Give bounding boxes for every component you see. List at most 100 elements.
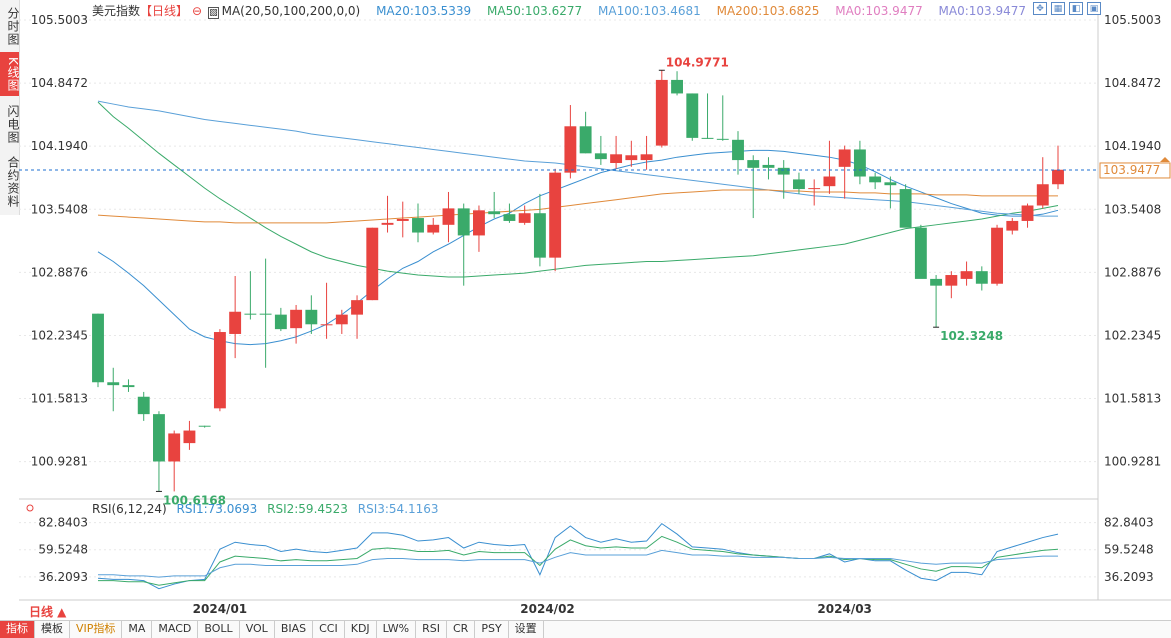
maximize-icon[interactable]: ▣ xyxy=(1087,2,1101,15)
restore-icon[interactable]: ◧ xyxy=(1069,2,1083,15)
candle-body xyxy=(351,300,363,315)
toolbar-item-4[interactable]: MACD xyxy=(152,621,199,638)
candle-body xyxy=(777,167,790,175)
candle-body xyxy=(183,430,196,444)
candle-body xyxy=(808,188,821,190)
current-price-label: 103.9477 xyxy=(1103,163,1160,177)
candle-body xyxy=(290,309,303,329)
candle-body xyxy=(549,172,562,258)
toolbar-item-11[interactable]: RSI xyxy=(416,621,447,638)
candle-body xyxy=(107,382,120,386)
rsi-tick-right: 59.5248 xyxy=(1104,543,1154,557)
candle-body xyxy=(747,160,760,168)
candle-body xyxy=(274,314,287,330)
ma-line-ma20 xyxy=(97,149,1059,346)
candle-body xyxy=(975,271,988,284)
candle-body xyxy=(442,208,455,225)
toolbar-item-12[interactable]: CR xyxy=(447,621,476,638)
candle-body xyxy=(503,214,516,221)
candle-body xyxy=(625,155,638,161)
y-tick-left: 104.1940 xyxy=(31,139,88,153)
toolbar-item-14[interactable]: 设置 xyxy=(509,621,544,638)
candle-body xyxy=(823,176,836,187)
y-tick-left: 103.5408 xyxy=(31,202,88,216)
x-tick-label: 2024/01 xyxy=(193,602,247,616)
x-tick-label: 2024/03 xyxy=(817,602,871,616)
ma200-value: MA200:103.6825 xyxy=(716,4,820,18)
rsi-line-rsi2 xyxy=(98,535,1059,586)
x-tick-label: 2024/02 xyxy=(520,602,574,616)
ma20-value: MA20:103.5339 xyxy=(376,4,472,18)
tab-flash[interactable]: 闪电图 xyxy=(6,104,20,144)
indicator-settings-icon xyxy=(26,504,34,512)
price-chart[interactable]: 105.5003 105.5003 104.8472 104.8472 104.1940… xyxy=(0,0,1171,620)
toolbar-item-7[interactable]: BIAS xyxy=(275,621,314,638)
rsi-label: RSI(6,12,24) xyxy=(92,502,167,516)
candle-body xyxy=(229,311,242,334)
rsi1-value: RSI1:73.0693 xyxy=(176,502,258,516)
toolbar-item-1[interactable]: 模板 xyxy=(35,621,70,638)
candle-body xyxy=(366,227,379,301)
instrument-name: 美元指数 xyxy=(92,4,141,18)
candle-body xyxy=(914,227,927,279)
candle-body xyxy=(518,213,531,223)
extremum-label: 102.3248 xyxy=(940,329,1003,343)
candle-body xyxy=(853,149,866,177)
toolbar-item-9[interactable]: KDJ xyxy=(345,621,377,638)
ma0a-value: MA0:103.9477 xyxy=(835,4,923,18)
candle-body xyxy=(716,138,729,140)
grid-icon[interactable]: ▦ xyxy=(1051,2,1065,15)
ma-line-ma100 xyxy=(97,100,1058,217)
candle-body xyxy=(594,153,607,160)
move-icon[interactable]: ✥ xyxy=(1033,2,1047,15)
y-tick-left: 102.8876 xyxy=(31,265,88,279)
y-tick-right: 100.9281 xyxy=(1104,455,1161,469)
toolbar-item-0[interactable]: 指标 xyxy=(0,621,35,638)
tab-kline[interactable]: K线图 xyxy=(0,52,20,96)
tab-contract-info[interactable]: 合约资料 xyxy=(6,156,20,208)
toolbar-item-13[interactable]: PSY xyxy=(475,621,509,638)
candle-body xyxy=(122,385,135,388)
y-tick-left: 100.9281 xyxy=(31,455,88,469)
y-tick-right: 102.2345 xyxy=(1104,328,1161,342)
rsi-tick-right: 82.8403 xyxy=(1104,516,1154,530)
candle-body xyxy=(1036,184,1049,206)
period-button[interactable]: 日线 ▲ xyxy=(29,605,67,619)
candle-body xyxy=(930,278,943,286)
toolbar-item-5[interactable]: BOLL xyxy=(198,621,240,638)
extremum-label: 104.9771 xyxy=(666,55,729,69)
tab-intraday[interactable]: 分时图 xyxy=(6,6,20,46)
candle-body xyxy=(153,414,165,462)
settings-icon[interactable]: ⊖ xyxy=(192,4,203,18)
candle-body xyxy=(412,218,424,233)
rsi-line-rsi1 xyxy=(97,522,1059,590)
candle-body xyxy=(381,222,394,225)
candle-body xyxy=(259,313,272,315)
candle-body xyxy=(1021,205,1034,221)
candle-body xyxy=(945,275,958,286)
ma-legend: 美元指数【日线】 ⊖ ▧ MA(20,50,100,200,0,0) MA20:103… xyxy=(92,2,1038,19)
ma50-value: MA50:103.6277 xyxy=(487,4,583,18)
candle-body xyxy=(686,93,699,138)
y-tick-left: 102.2345 xyxy=(31,328,88,342)
candle-body xyxy=(427,224,440,233)
candle-body xyxy=(244,313,257,315)
current-price-tag xyxy=(1099,162,1171,179)
y-tick-right: 104.8472 xyxy=(1104,76,1161,90)
rsi-legend: RSI(6,12,24) RSI1:73.0693 RSI2:59.4523 R… xyxy=(92,502,445,516)
candle-body xyxy=(320,324,333,326)
candle-body xyxy=(213,332,226,409)
y-tick-right: 101.5813 xyxy=(1104,392,1161,406)
toolbar-item-3[interactable]: MA xyxy=(122,621,153,638)
toolbar-item-6[interactable]: VOL xyxy=(240,621,275,638)
period-label: 【日线】 xyxy=(140,4,189,18)
toolbar-item-2[interactable]: VIP指标 xyxy=(70,621,123,638)
candle-body xyxy=(869,176,882,183)
ma-config-icon[interactable]: ▧ xyxy=(208,7,219,19)
toolbar-item-8[interactable]: CCI xyxy=(313,621,345,638)
candle-body xyxy=(884,182,897,186)
toolbar-item-10[interactable]: LW% xyxy=(377,621,417,638)
candle-body xyxy=(838,149,851,167)
candle-body xyxy=(137,396,150,415)
candle-body xyxy=(488,211,501,215)
